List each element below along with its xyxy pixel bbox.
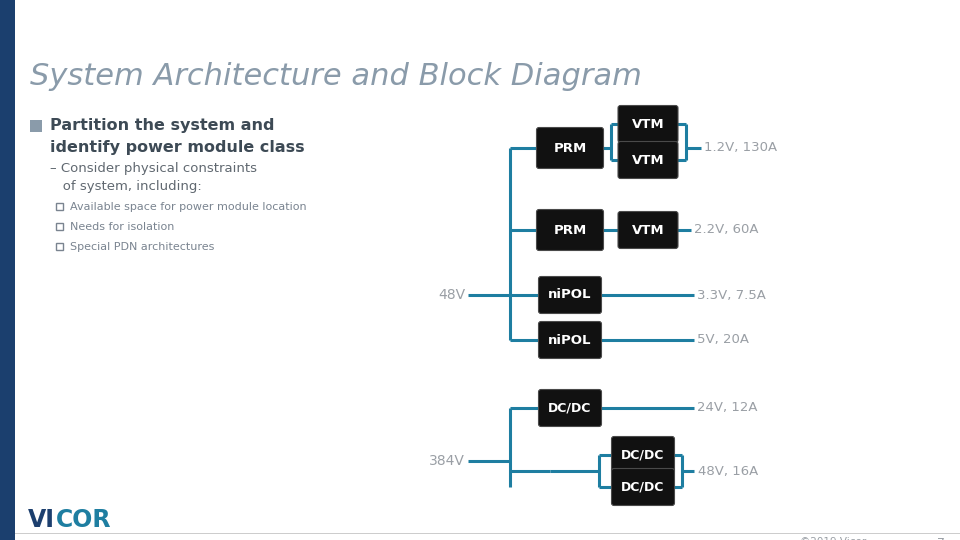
Text: Partition the system and
identify power module class: Partition the system and identify power …: [50, 118, 304, 154]
Text: VTM: VTM: [632, 118, 664, 131]
Text: Available space for power module location: Available space for power module locatio…: [70, 202, 306, 212]
Text: 24V, 12A: 24V, 12A: [697, 402, 757, 415]
Text: PRM: PRM: [553, 141, 587, 154]
Text: Needs for isolation: Needs for isolation: [70, 222, 175, 232]
FancyBboxPatch shape: [612, 436, 675, 474]
Bar: [30, 120, 42, 132]
Text: – Consider physical constraints
   of system, including:: – Consider physical constraints of syste…: [50, 162, 257, 193]
Text: ©2019 Vicor: ©2019 Vicor: [800, 537, 866, 540]
Bar: [56, 223, 63, 230]
FancyBboxPatch shape: [612, 469, 675, 505]
Text: niPOL: niPOL: [548, 334, 591, 347]
Text: Special PDN architectures: Special PDN architectures: [70, 242, 214, 252]
Bar: [0, 0, 15, 540]
FancyBboxPatch shape: [537, 210, 604, 251]
Text: COR: COR: [56, 508, 111, 532]
FancyBboxPatch shape: [539, 389, 602, 427]
FancyBboxPatch shape: [618, 141, 678, 179]
Text: DC/DC: DC/DC: [548, 402, 591, 415]
Text: DC/DC: DC/DC: [621, 449, 664, 462]
FancyBboxPatch shape: [539, 321, 602, 359]
FancyBboxPatch shape: [539, 276, 602, 314]
Text: niPOL: niPOL: [548, 288, 591, 301]
FancyBboxPatch shape: [537, 127, 604, 168]
Text: VTM: VTM: [632, 153, 664, 166]
Text: 5V, 20A: 5V, 20A: [697, 334, 749, 347]
Text: VI: VI: [28, 508, 55, 532]
Text: PRM: PRM: [553, 224, 587, 237]
Text: 1.2V, 130A: 1.2V, 130A: [705, 141, 778, 154]
Text: 7: 7: [937, 537, 945, 540]
Text: VTM: VTM: [632, 224, 664, 237]
Text: System Architecture and Block Diagram: System Architecture and Block Diagram: [30, 62, 642, 91]
FancyBboxPatch shape: [618, 212, 678, 248]
Bar: [56, 243, 63, 250]
Text: 2.2V, 60A: 2.2V, 60A: [694, 224, 759, 237]
Text: 48V, 16A: 48V, 16A: [698, 464, 758, 477]
Text: 3.3V, 7.5A: 3.3V, 7.5A: [697, 288, 766, 301]
Text: DC/DC: DC/DC: [621, 481, 664, 494]
Bar: [56, 203, 63, 210]
Text: 48V: 48V: [438, 288, 465, 302]
Text: 384V: 384V: [429, 454, 465, 468]
FancyBboxPatch shape: [618, 105, 678, 143]
